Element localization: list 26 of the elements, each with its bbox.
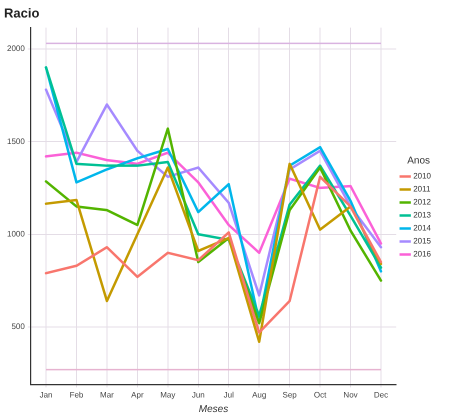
x-tick-label: Dec <box>374 390 388 400</box>
legend-label: 2012 <box>413 198 432 207</box>
x-tick-label: Apr <box>131 390 144 400</box>
legend-label: 2011 <box>413 184 431 194</box>
x-tick-label: Jun <box>192 390 205 400</box>
x-tick-label: Jan <box>40 390 52 400</box>
legend-label: 2010 <box>413 172 432 181</box>
x-tick-label: Mar <box>100 390 114 400</box>
y-tick-label: 1500 <box>7 136 26 146</box>
legend-title: Anos <box>407 155 430 166</box>
legend-label: 2014 <box>413 224 432 233</box>
y-tick-label: 1000 <box>7 229 26 238</box>
x-tick-label: Feb <box>70 390 84 400</box>
x-axis-title: Meses <box>198 404 228 415</box>
legend-label: 2013 <box>413 210 432 220</box>
y-tick-label: 2000 <box>7 44 26 54</box>
x-tick-label: May <box>160 390 176 400</box>
legend-label: 2016 <box>413 250 432 259</box>
x-tick-label: Jul <box>224 390 234 400</box>
x-tick-label: Sep <box>282 390 298 400</box>
y-tick-label: 500 <box>11 322 26 332</box>
x-tick-label: Oct <box>314 390 328 400</box>
x-tick-label: Nov <box>343 390 358 400</box>
legend-label: 2015 <box>413 236 432 246</box>
chart-title: Racio <box>4 5 40 20</box>
x-tick-label: Aug <box>252 390 266 400</box>
